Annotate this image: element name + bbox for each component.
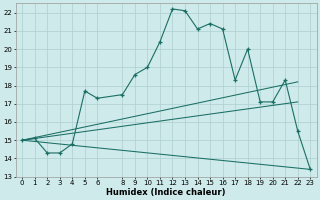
X-axis label: Humidex (Indice chaleur): Humidex (Indice chaleur) [107,188,226,197]
